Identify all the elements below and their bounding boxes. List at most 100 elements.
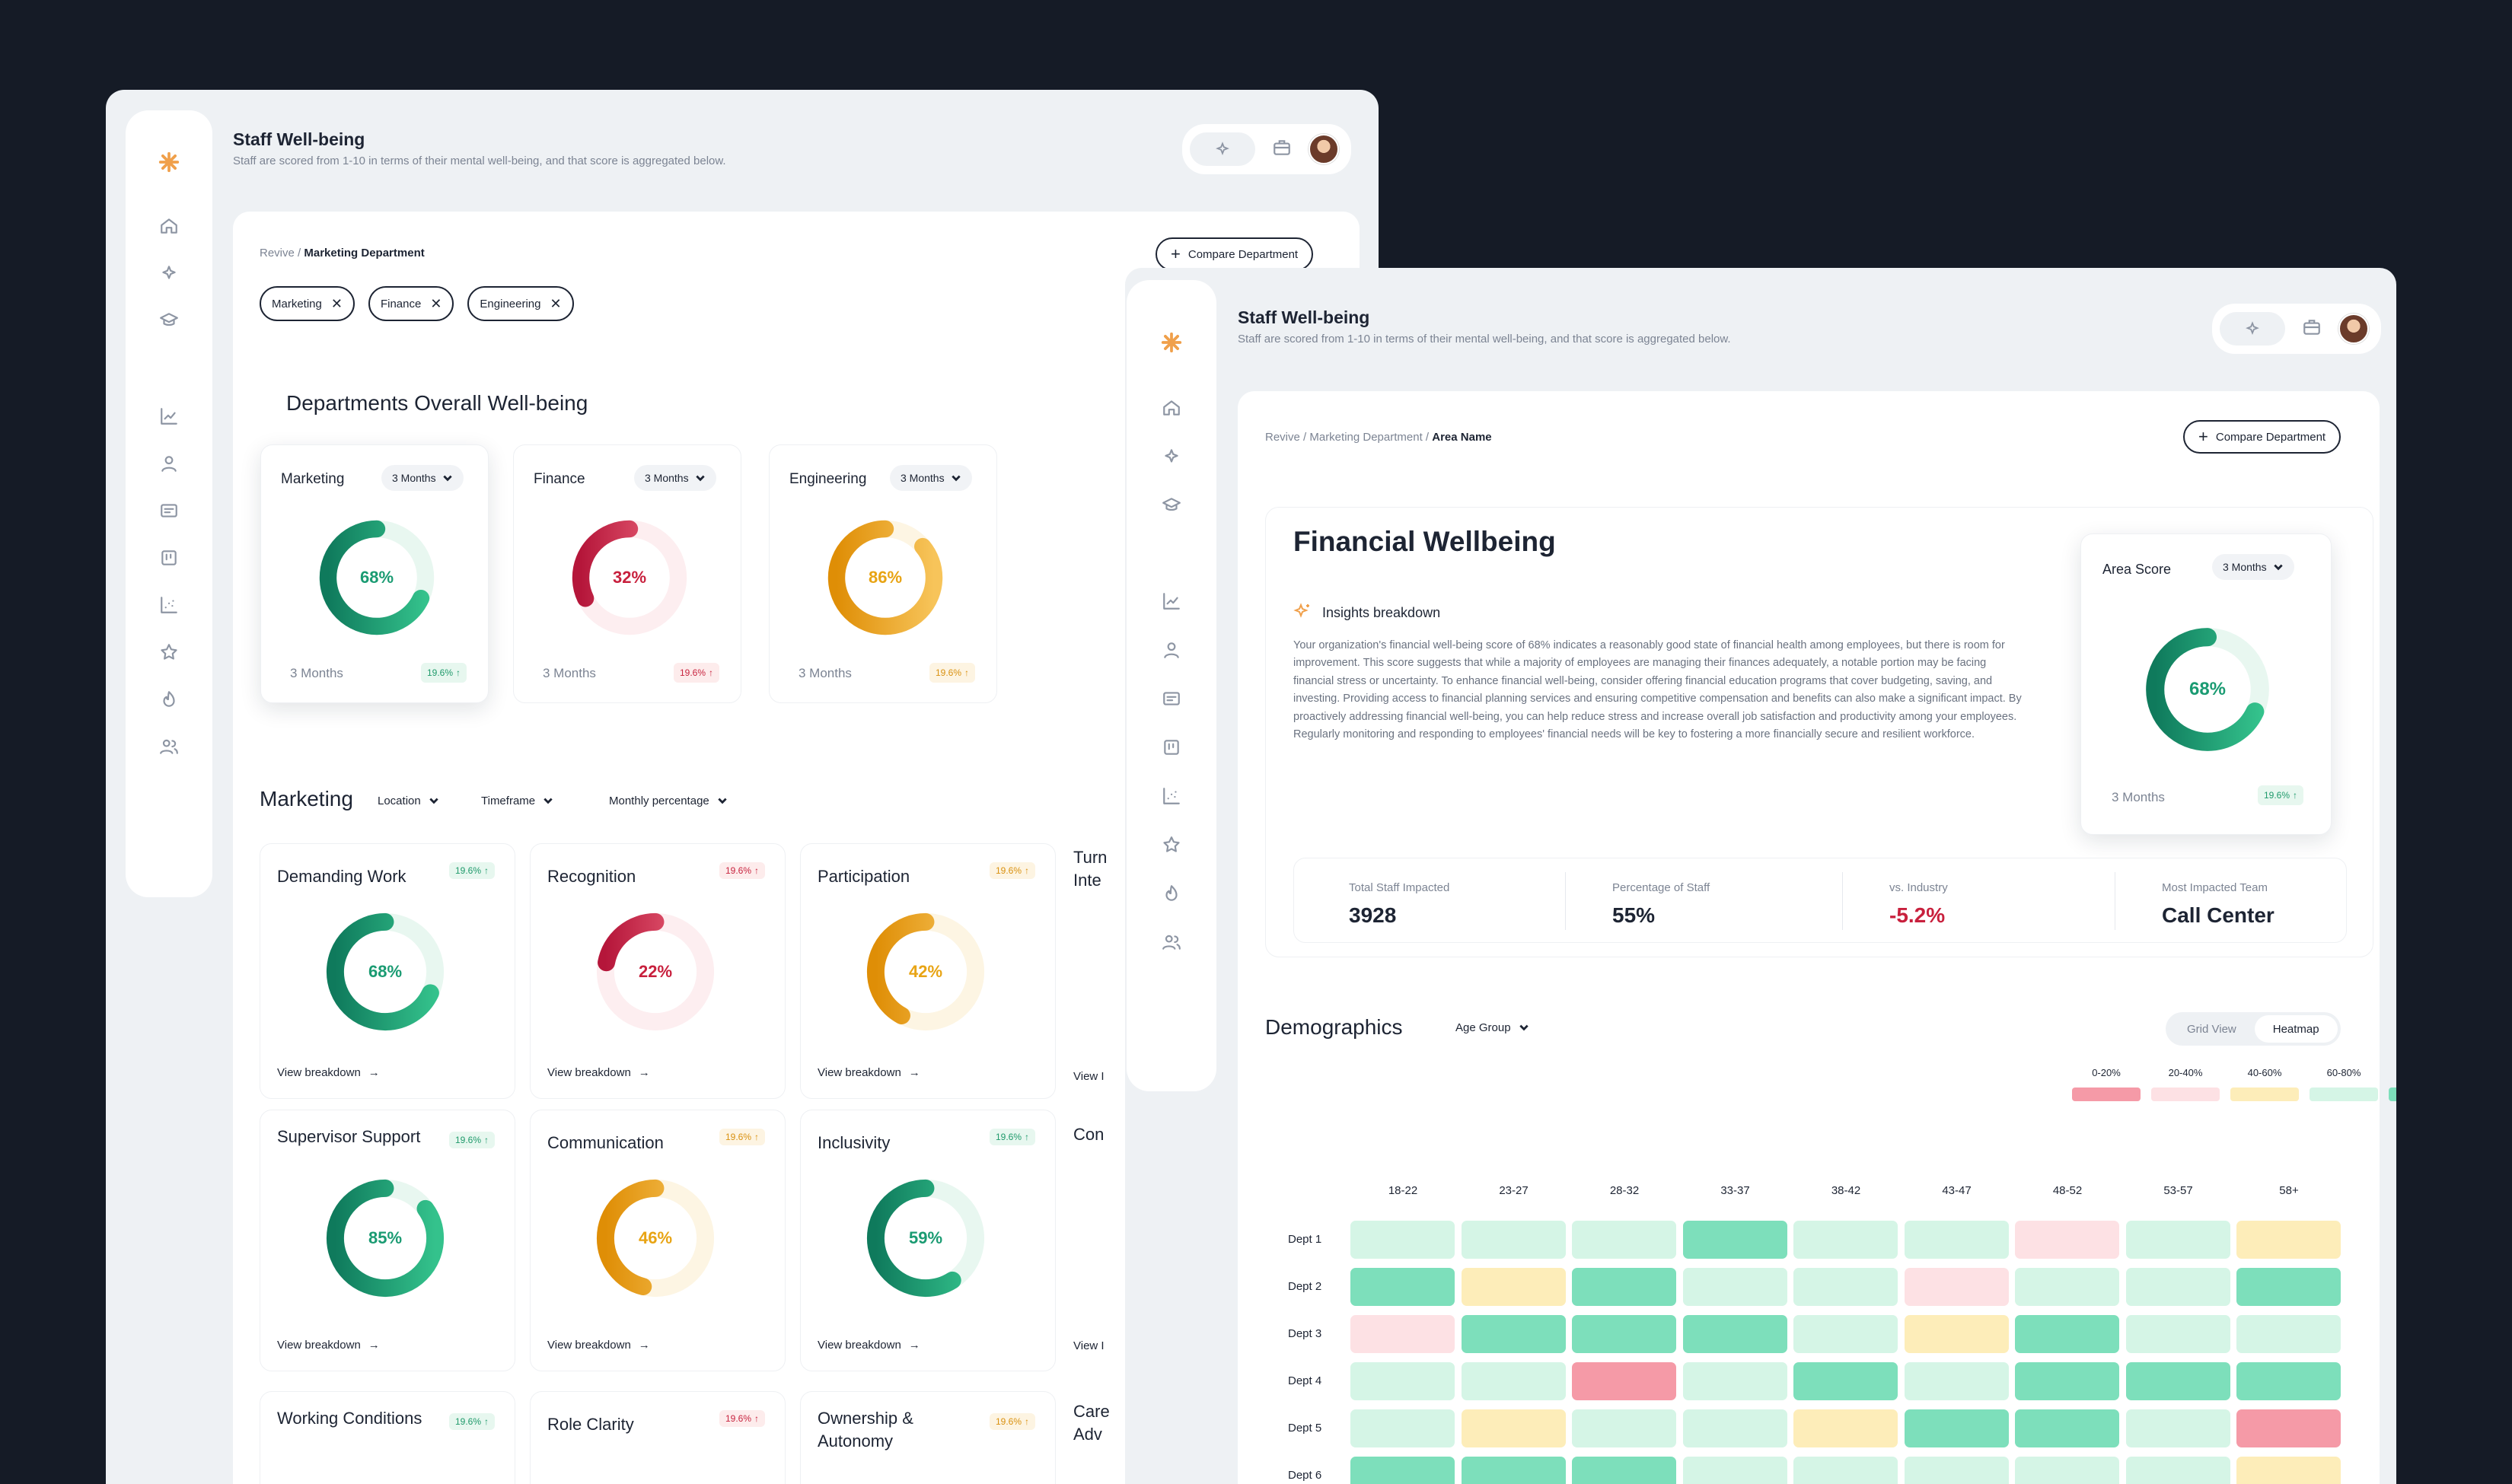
team-icon[interactable] — [152, 730, 186, 763]
user-icon[interactable] — [1155, 633, 1188, 667]
view-breakdown-link[interactable]: View breakdown → — [277, 1066, 380, 1079]
peek-link-2[interactable]: View I — [1073, 1339, 1105, 1352]
factor-card[interactable]: Supervisor Support 19.6% ↑ 85% View breakdo… — [260, 1110, 515, 1371]
line-chart-icon[interactable] — [1155, 584, 1188, 618]
home-icon[interactable] — [152, 209, 186, 243]
period-dropdown[interactable]: 3 Months — [381, 465, 464, 491]
board-icon[interactable] — [152, 541, 186, 575]
filter-dropdown[interactable]: Monthly percentage — [597, 785, 740, 816]
ai-toggle[interactable] — [2220, 312, 2285, 346]
close-icon[interactable]: ✕ — [330, 295, 343, 311]
breadcrumb-root[interactable]: Revive / — [260, 247, 301, 260]
breadcrumb-root[interactable]: Revive / Marketing Department / — [1265, 431, 1430, 444]
age-group-dropdown[interactable]: Age Group — [1443, 1012, 1541, 1043]
heatmap-cell[interactable] — [2125, 1362, 2230, 1400]
sparkle-icon[interactable] — [1155, 440, 1188, 473]
message-icon[interactable] — [1155, 682, 1188, 715]
line-chart-icon[interactable] — [152, 400, 186, 433]
close-icon[interactable]: ✕ — [550, 295, 562, 311]
view-breakdown-link[interactable]: View breakdown → — [277, 1339, 380, 1352]
department-card[interactable]: Finance 3 Months 32% 3 Months 19.6% ↑ — [513, 444, 741, 703]
peek-link[interactable]: View I — [1073, 1070, 1105, 1083]
heatmap-cell[interactable] — [1904, 1268, 2009, 1306]
heatmap-cell[interactable] — [2236, 1362, 2341, 1400]
scatter-chart-icon[interactable] — [152, 588, 186, 622]
heatmap-cell[interactable] — [1461, 1315, 1566, 1353]
flame-icon[interactable] — [152, 683, 186, 716]
flame-icon[interactable] — [1155, 877, 1188, 910]
heatmap-cell[interactable] — [2125, 1409, 2230, 1447]
heatmap-cell[interactable] — [2236, 1315, 2341, 1353]
factor-card[interactable]: Demanding Work 19.6% ↑ 68% View breakdown → — [260, 843, 515, 1099]
heatmap-cell[interactable] — [1793, 1221, 1898, 1259]
ai-toggle[interactable] — [1190, 132, 1255, 166]
heatmap-cell[interactable] — [1572, 1362, 1676, 1400]
heatmap-cell[interactable] — [1793, 1268, 1898, 1306]
star-icon[interactable] — [152, 635, 186, 669]
heatmap-tab[interactable]: Heatmap — [2254, 1015, 2338, 1043]
period-dropdown[interactable]: 3 Months — [634, 465, 716, 491]
heatmap-cell[interactable] — [1904, 1362, 2009, 1400]
logo-icon[interactable] — [152, 145, 186, 179]
user-icon[interactable] — [152, 447, 186, 480]
filter-dropdown[interactable]: Location — [365, 785, 451, 816]
factor-card[interactable]: Working Conditions 19.6% ↑ — [260, 1391, 515, 1484]
sparkle-icon[interactable] — [152, 256, 186, 290]
factor-card[interactable]: Recognition 19.6% ↑ 22% View breakdown → — [530, 843, 786, 1099]
logo-icon[interactable] — [1155, 326, 1188, 359]
heatmap-cell[interactable] — [2015, 1268, 2119, 1306]
close-icon[interactable]: ✕ — [430, 295, 442, 311]
heatmap-cell[interactable] — [1350, 1268, 1455, 1306]
heatmap-cell[interactable] — [1682, 1362, 1787, 1400]
heatmap-cell[interactable] — [1350, 1221, 1455, 1259]
graduation-cap-icon[interactable] — [152, 304, 186, 337]
heatmap-cell[interactable] — [2236, 1221, 2341, 1259]
factor-card[interactable]: Inclusivity 19.6% ↑ 59% View breakdown → — [800, 1110, 1056, 1371]
heatmap-cell[interactable] — [1682, 1409, 1787, 1447]
compare-department-button[interactable]: + Compare Department — [1156, 237, 1314, 271]
briefcase-icon[interactable] — [1272, 138, 1292, 161]
grid-view-tab[interactable]: Grid View — [2187, 1022, 2236, 1036]
heatmap-cell[interactable] — [1461, 1268, 1566, 1306]
heatmap-cell[interactable] — [1572, 1221, 1676, 1259]
view-breakdown-link[interactable]: View breakdown → — [547, 1066, 650, 1079]
heatmap-cell[interactable] — [1682, 1315, 1787, 1353]
view-breakdown-link[interactable]: View breakdown → — [818, 1339, 920, 1352]
heatmap-cell[interactable] — [1682, 1457, 1787, 1484]
heatmap-cell[interactable] — [1793, 1362, 1898, 1400]
period-dropdown[interactable]: 3 Months — [890, 465, 972, 491]
heatmap-cell[interactable] — [1350, 1409, 1455, 1447]
star-icon[interactable] — [1155, 828, 1188, 861]
heatmap-cell[interactable] — [2125, 1268, 2230, 1306]
filter-chip[interactable]: Marketing ✕ — [260, 286, 355, 321]
heatmap-cell[interactable] — [1572, 1315, 1676, 1353]
heatmap-cell[interactable] — [1904, 1221, 2009, 1259]
heatmap-cell[interactable] — [1461, 1457, 1566, 1484]
view-breakdown-link[interactable]: View breakdown → — [818, 1066, 920, 1079]
avatar[interactable] — [1309, 134, 1339, 164]
heatmap-cell[interactable] — [1904, 1315, 2009, 1353]
heatmap-cell[interactable] — [2125, 1315, 2230, 1353]
filter-chip[interactable]: Engineering ✕ — [467, 286, 574, 321]
heatmap-cell[interactable] — [1461, 1409, 1566, 1447]
heatmap-cell[interactable] — [1350, 1362, 1455, 1400]
filter-dropdown[interactable]: Timeframe — [469, 785, 566, 816]
heatmap-cell[interactable] — [1572, 1268, 1676, 1306]
scatter-chart-icon[interactable] — [1155, 779, 1188, 813]
department-card[interactable]: Marketing 3 Months 68% 3 Months 19.6% ↑ — [260, 444, 489, 703]
heatmap-cell[interactable] — [2015, 1362, 2119, 1400]
filter-chip[interactable]: Finance ✕ — [368, 286, 454, 321]
team-icon[interactable] — [1155, 925, 1188, 959]
heatmap-cell[interactable] — [1350, 1457, 1455, 1484]
message-icon[interactable] — [152, 494, 186, 527]
heatmap-cell[interactable] — [2015, 1457, 2119, 1484]
graduation-cap-icon[interactable] — [1155, 489, 1188, 522]
heatmap-cell[interactable] — [1682, 1221, 1787, 1259]
heatmap-cell[interactable] — [2125, 1221, 2230, 1259]
briefcase-icon[interactable] — [2302, 317, 2322, 341]
factor-card[interactable]: Role Clarity 19.6% ↑ — [530, 1391, 786, 1484]
board-icon[interactable] — [1155, 731, 1188, 764]
heatmap-cell[interactable] — [2236, 1409, 2341, 1447]
heatmap-cell[interactable] — [1793, 1315, 1898, 1353]
factor-card[interactable]: Participation 19.6% ↑ 42% View breakdown → — [800, 843, 1056, 1099]
